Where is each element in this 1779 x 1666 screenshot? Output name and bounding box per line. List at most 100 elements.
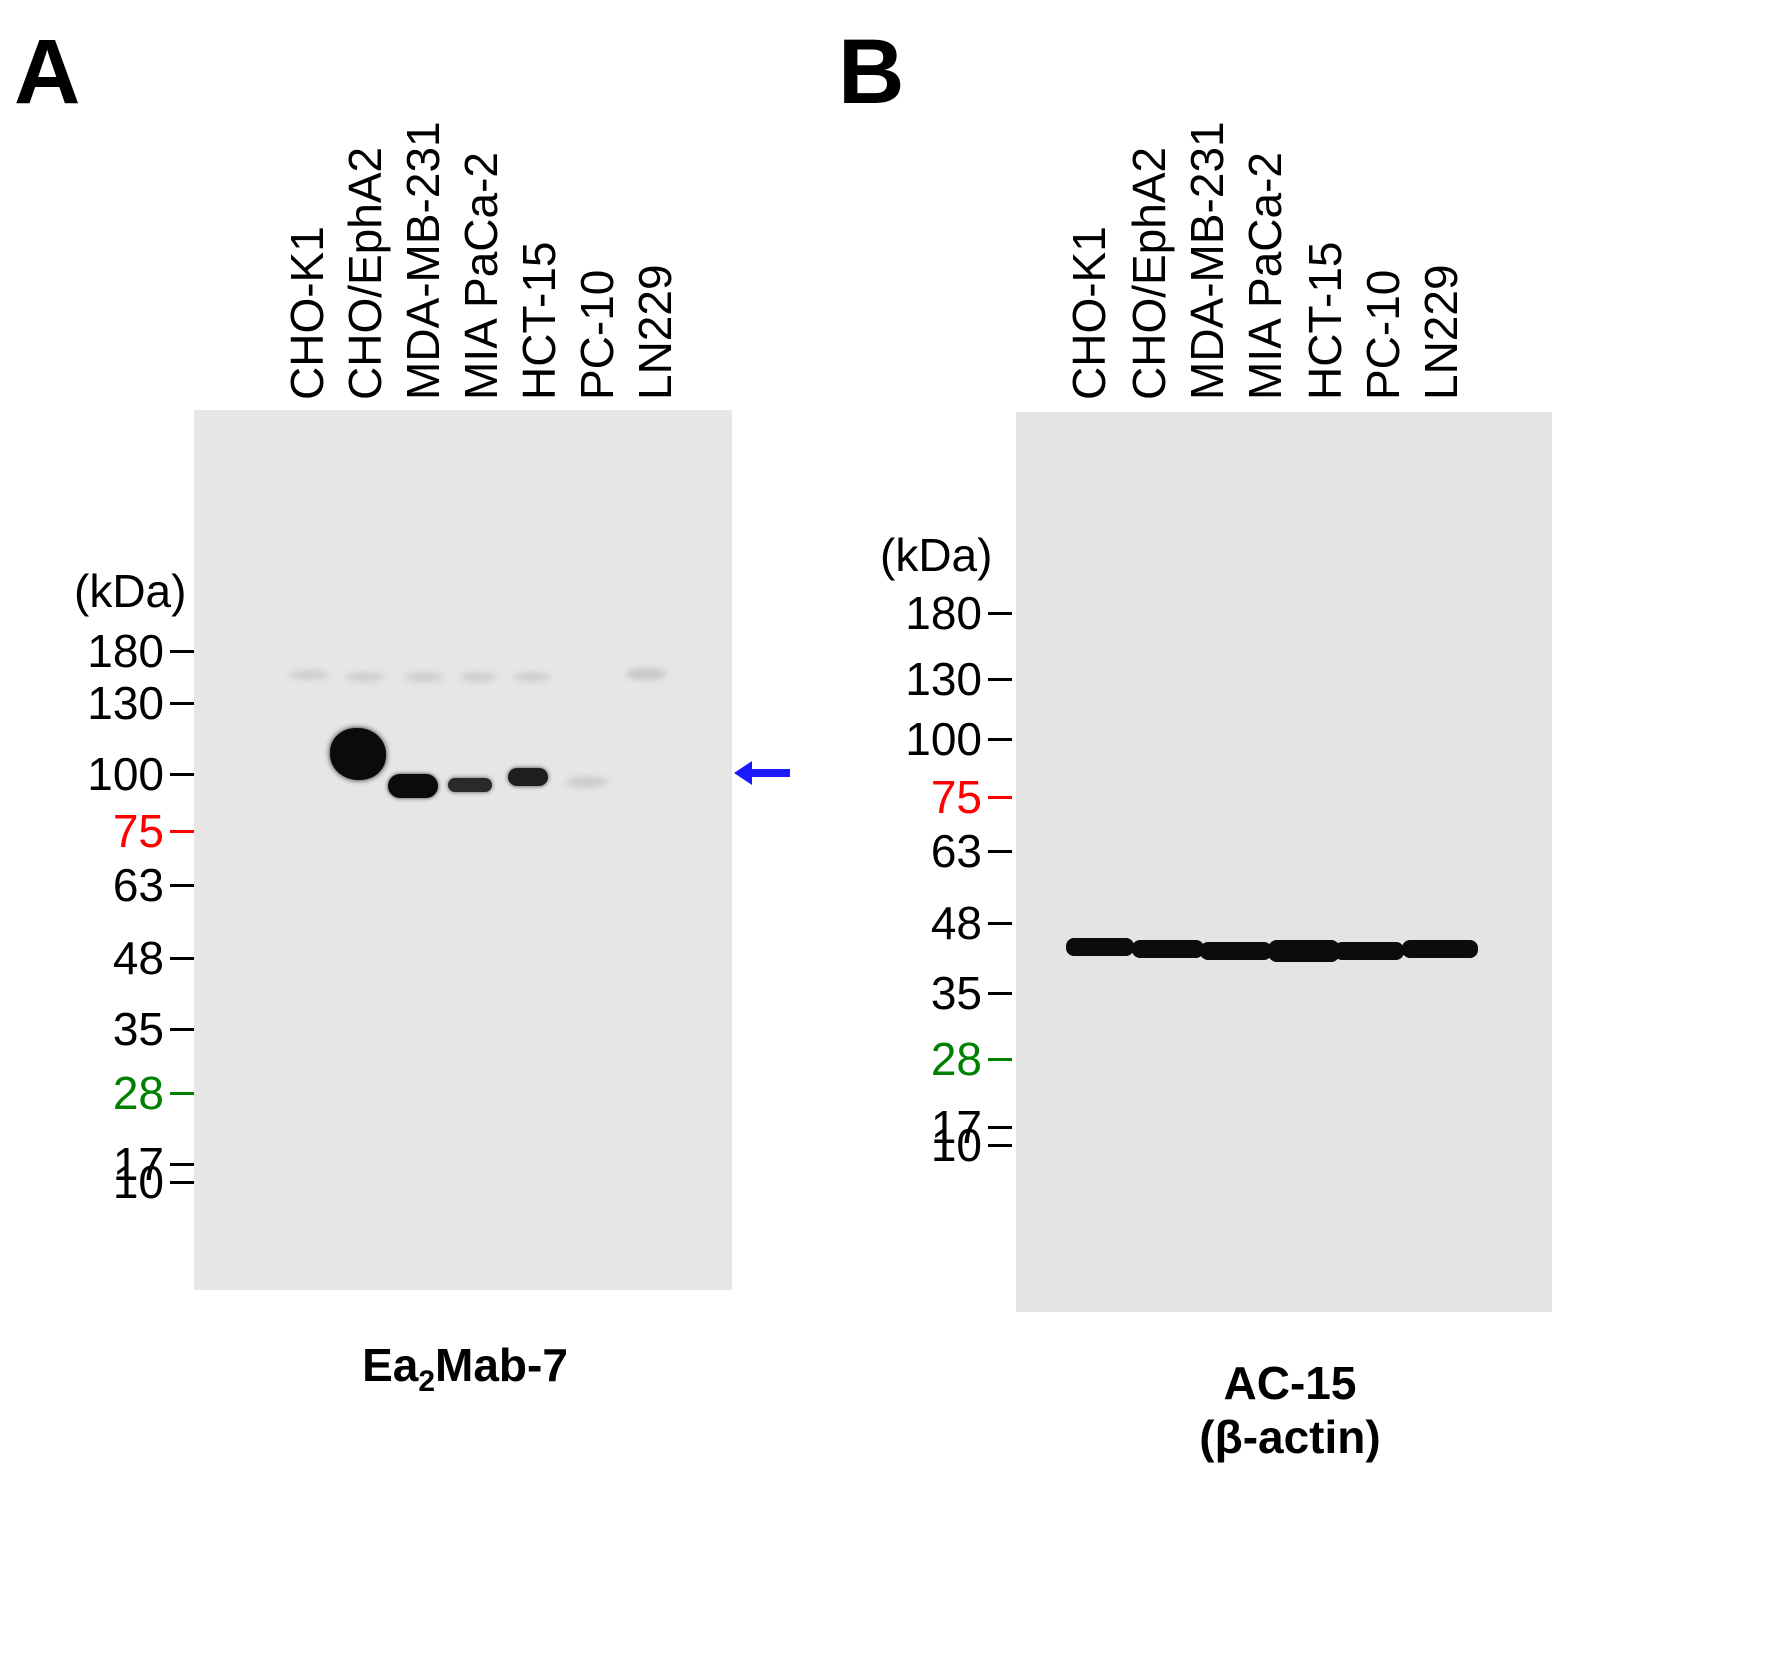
panel-b-lane-label: HCT-15 [1299,241,1351,400]
mw-marker-label: 10 [112,1156,164,1208]
faint-band [514,672,550,682]
mw-marker-label: 17 [930,1101,982,1153]
mw-marker-label: 35 [930,967,982,1019]
mw-tick [988,612,1012,615]
band-actin-cho-epha2 [1132,940,1204,958]
band-actin-mda-mb-231 [1200,942,1272,960]
panel-a-lane-label: CHO-K1 [281,226,333,400]
mw-tick [988,1126,1012,1129]
mw-marker: 180 [60,628,194,674]
mw-marker-label: 28 [930,1033,982,1085]
faint-band [404,672,444,682]
mw-tick [988,678,1012,681]
mw-tick [170,1163,194,1166]
band-actin-cho-k1 [1066,938,1134,956]
mw-tick [170,650,194,653]
mw-marker: 100 [880,716,1012,762]
mw-marker-label: 100 [905,713,982,765]
panel-b-kda-unit: (kDa) [880,529,993,581]
panel-b-letter: B [838,21,905,123]
mw-marker-label: 180 [87,625,164,677]
mw-tick [988,992,1012,995]
mw-marker: 28 [60,1070,194,1116]
mw-tick [170,773,194,776]
panel-b-blot-membrane [1016,412,1552,1312]
mw-tick [170,830,194,833]
mw-marker-label: 10 [930,1119,982,1171]
mw-marker-label: 130 [905,653,982,705]
faint-band [289,670,329,680]
mw-marker-label: 48 [930,897,982,949]
mw-marker: 48 [60,935,194,981]
panel-a-letter: A [14,21,81,123]
panel-b-lane-label: MIA PaCa-2 [1239,152,1291,400]
mw-marker-label: 63 [930,825,982,877]
mw-marker-label: 75 [112,805,164,857]
mw-tick [170,1028,194,1031]
mw-marker-label: 17 [112,1138,164,1190]
mw-tick [988,1144,1012,1147]
faint-band [460,672,496,682]
panel-b-lane-label: CHO-K1 [1063,226,1115,400]
mw-marker-label: 28 [112,1067,164,1119]
faint-band [626,668,666,680]
band-hct-15 [508,768,548,786]
mw-marker: 180 [880,590,1012,636]
mw-marker: 28 [880,1036,1012,1082]
mw-tick [988,850,1012,853]
mw-tick [988,738,1012,741]
band-mda-mb-231 [388,774,438,798]
mw-tick [170,884,194,887]
mw-marker: 10 [880,1122,1012,1168]
mw-marker: 100 [60,751,194,797]
band-actin-mia-paca-2 [1268,940,1340,962]
faint-band [346,672,384,682]
panel-b-lane-label: CHO/EphA2 [1123,146,1175,400]
band-pc-10 [566,776,608,788]
panel-b-caption: AC-15 (β-actin) [1130,1356,1450,1465]
mw-marker: 10 [60,1159,194,1205]
panel-a-kda-unit: (kDa) [74,565,187,617]
mw-marker-label: 48 [112,932,164,984]
mw-marker: 35 [880,970,1012,1016]
mw-tick [988,796,1012,799]
caption-antibody-suffix: Mab-7 [435,1339,568,1391]
arrow-left-icon [734,761,790,785]
mw-marker: 63 [60,862,194,908]
mw-marker-label: 63 [112,859,164,911]
mw-marker: 17 [880,1104,1012,1150]
caption-antibody-subscript: 2 [418,1365,436,1399]
band-actin-pc-10 [1402,940,1478,958]
band-cho-epha2 [330,728,386,780]
caption-target-protein: (β-actin) [1199,1411,1381,1464]
mw-marker-label: 130 [87,677,164,729]
mw-marker: 130 [880,656,1012,702]
mw-marker: 17 [60,1141,194,1187]
mw-tick [170,1181,194,1184]
panel-a-lane-label: CHO/EphA2 [339,146,391,400]
panel-b-lane-label: LN229 [1415,264,1467,400]
mw-marker: 75 [60,808,194,854]
mw-marker-label: 100 [87,748,164,800]
panel-a-caption: Ea2Mab-7 [300,1338,630,1400]
panel-a-lane-label: PC-10 [571,269,623,400]
mw-marker-label: 75 [930,771,982,823]
mw-tick [170,702,194,705]
caption-antibody-name: AC-15 [1223,1357,1357,1409]
panel-a-lane-label: LN229 [629,264,681,400]
arrow-shape [734,761,790,785]
band-mia-paca-2 [448,778,492,792]
mw-marker-label: 35 [112,1003,164,1055]
mw-marker: 75 [880,774,1012,820]
mw-tick [170,957,194,960]
panel-a-lane-label: MIA PaCa-2 [455,152,507,400]
panel-a-blot-membrane [194,410,732,1290]
mw-marker: 35 [60,1006,194,1052]
caption-antibody-prefix: Ea [362,1339,419,1391]
panel-a-lane-label: MDA-MB-231 [397,121,449,400]
mw-tick [988,922,1012,925]
panel-b-lane-label: PC-10 [1357,269,1409,400]
mw-marker-label: 180 [905,587,982,639]
mw-marker: 48 [880,900,1012,946]
mw-marker: 63 [880,828,1012,874]
